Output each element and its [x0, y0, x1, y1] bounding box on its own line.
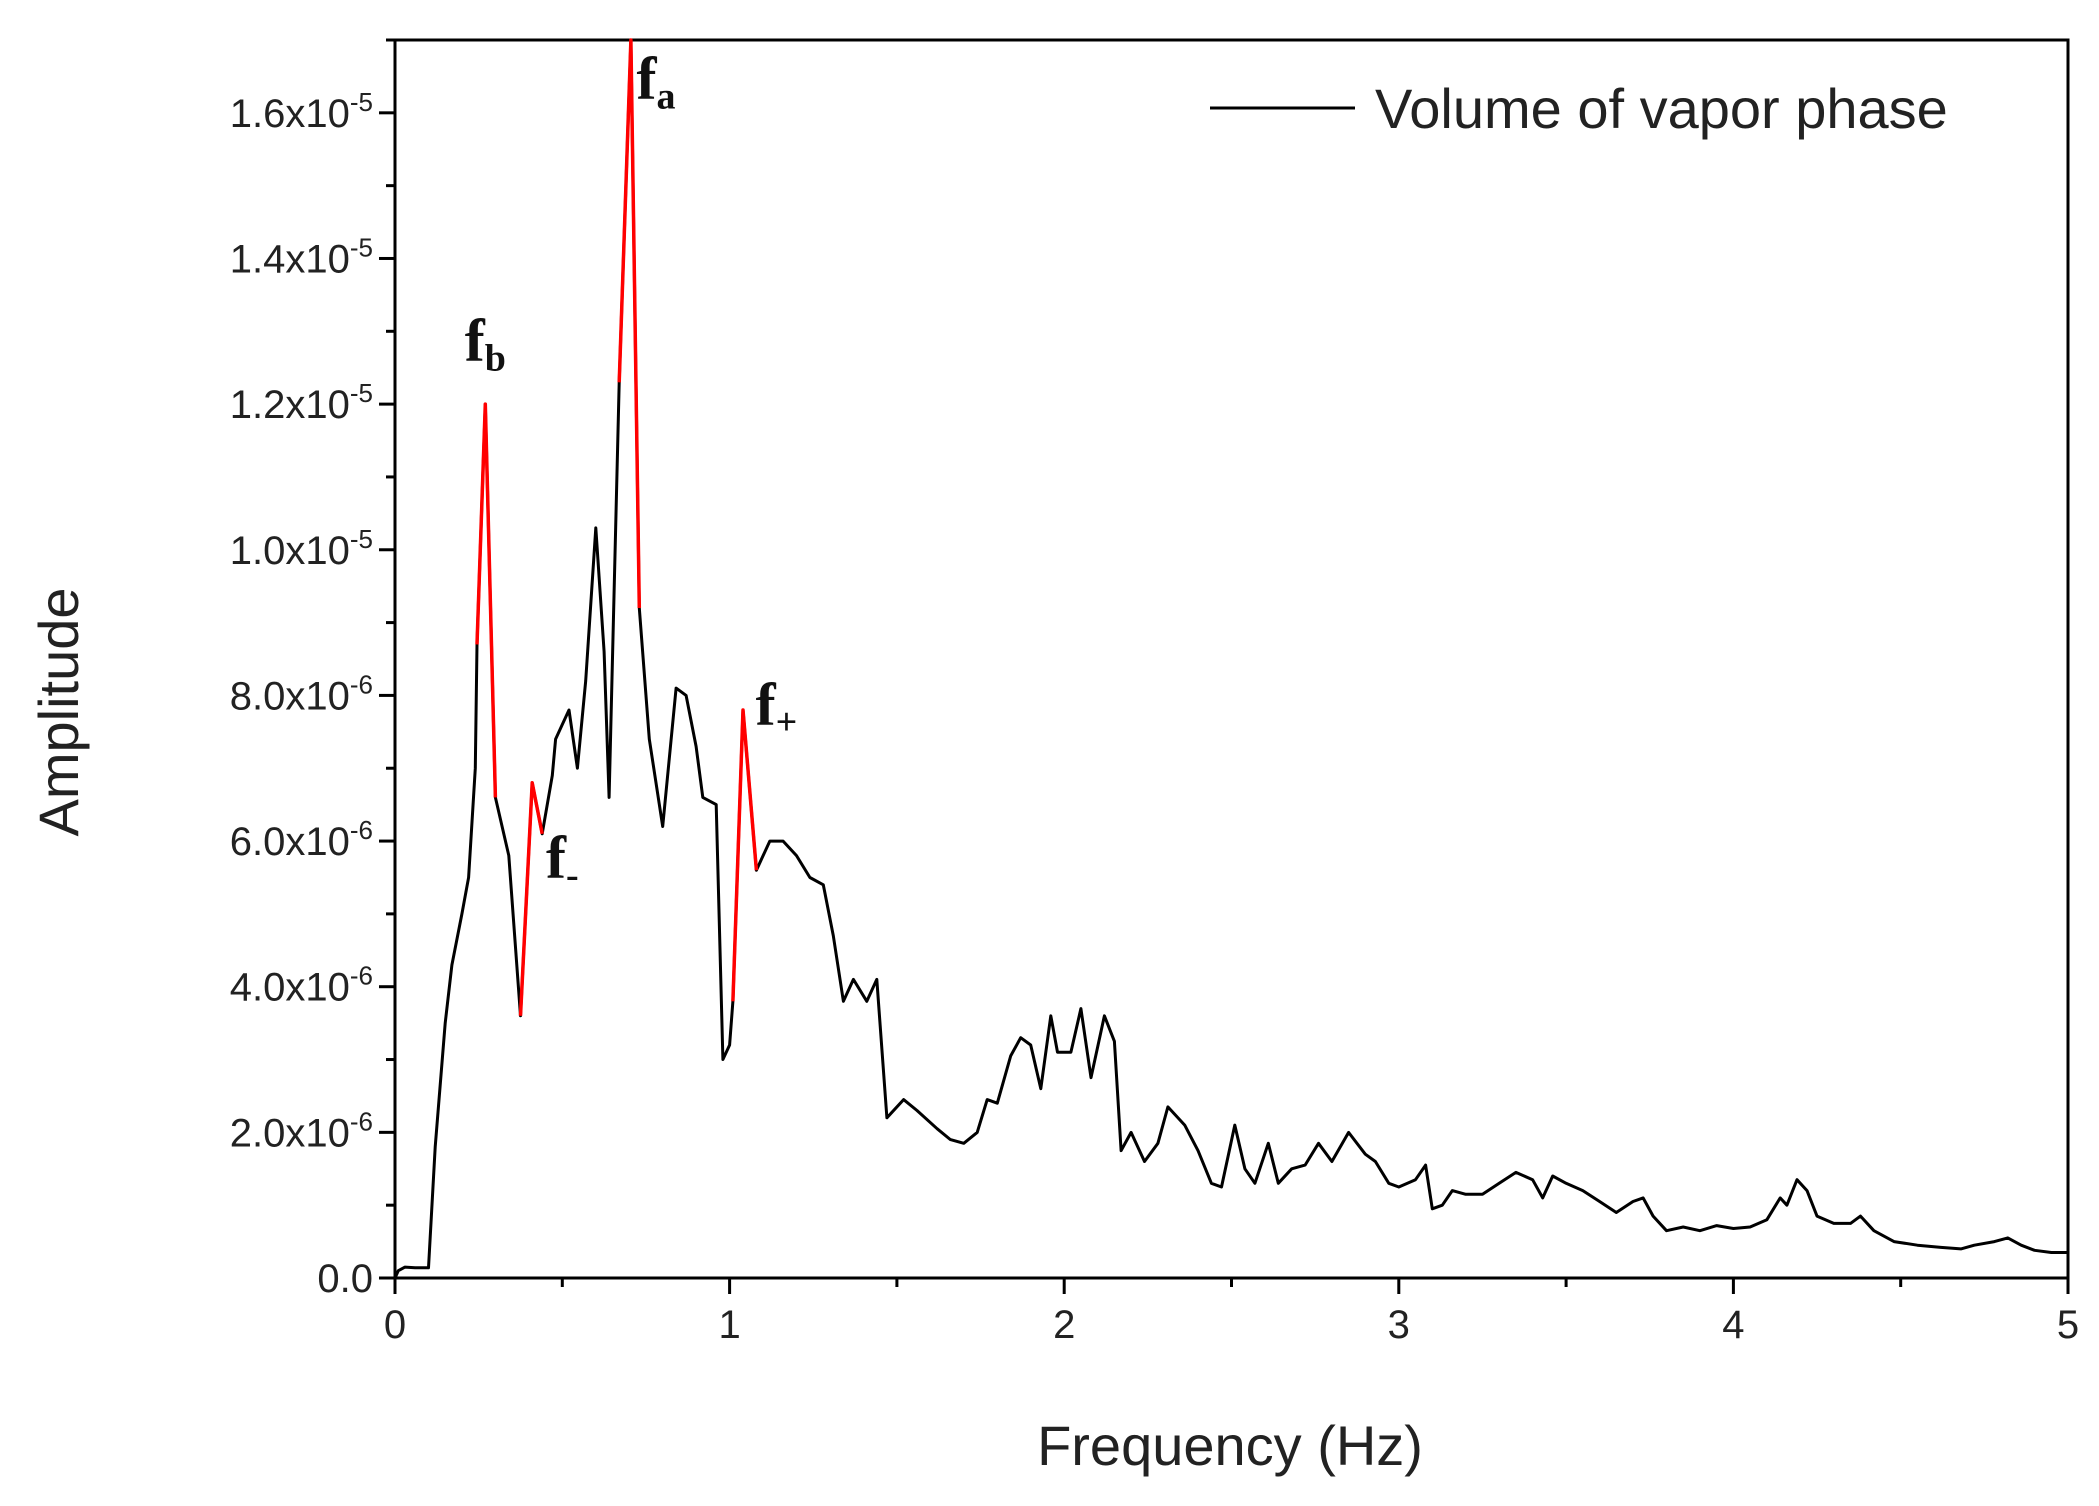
y-tick-label: 1.6x10-5 [230, 87, 373, 136]
x-tick-label: 1 [718, 1303, 740, 1347]
y-axis-title: Amplitude [27, 587, 90, 836]
y-tick-label: 0.0 [317, 1257, 373, 1301]
x-tick-label: 4 [1722, 1303, 1744, 1347]
x-axis-title: Frequency (Hz) [1037, 1414, 1423, 1477]
x-tick-label: 2 [1053, 1303, 1075, 1347]
y-tick-label: 6.0x10-6 [230, 815, 373, 864]
y-tick-label: 8.0x10-6 [230, 669, 373, 718]
x-tick-label: 5 [2057, 1303, 2079, 1347]
peak-highlight-segment [731, 708, 759, 1002]
series-layer [393, 38, 2068, 1279]
legend: Volume of vapor phase [1210, 77, 1948, 140]
peak-annotation: f+ [756, 672, 798, 744]
legend-label: Volume of vapor phase [1375, 77, 1948, 140]
y-tick-label: 4.0x10-6 [230, 961, 373, 1010]
x-tick-label: 0 [384, 1303, 406, 1347]
series-line [393, 38, 2068, 1279]
y-tick-label: 1.0x10-5 [230, 524, 373, 573]
tick-labels: 0 1 2 3 4 5 0.0 2.0x10-6 4.0x10-6 6.0x10-6 8.0x10-… [230, 87, 2079, 1347]
y-tick-label: 1.2x10-5 [230, 378, 373, 427]
plot-border [393, 38, 2070, 1280]
peak-annotation: fa [636, 45, 675, 117]
annotation-layer: fb fa f+ f- [465, 45, 797, 896]
peak-annotation: f- [546, 824, 579, 896]
plot-frame [393, 38, 2070, 1280]
y-tick-label: 2.0x10-6 [230, 1106, 373, 1155]
peak-highlight-segment [518, 781, 544, 1016]
peak-highlight-segment [475, 402, 498, 798]
y-tick-label: 1.4x10-5 [230, 232, 373, 281]
peak-highlight-segment [617, 38, 642, 609]
peak-annotation: fb [465, 307, 506, 379]
axis-ticks [379, 38, 2070, 1294]
x-tick-label: 3 [1388, 1303, 1410, 1347]
